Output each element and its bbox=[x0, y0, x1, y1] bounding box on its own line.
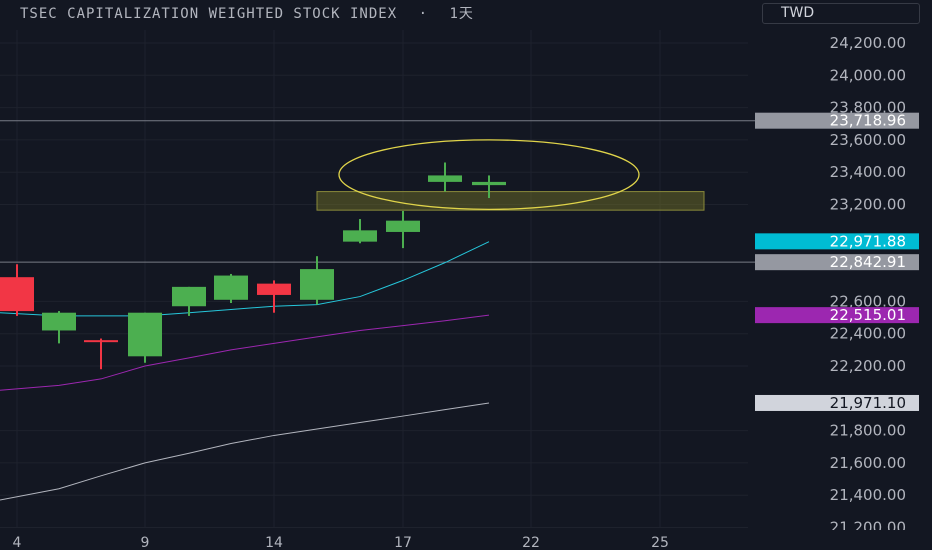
ma-price-badge-label: 22,971.88 bbox=[830, 232, 906, 250]
candle[interactable] bbox=[128, 312, 162, 363]
highlight-zone-layer bbox=[316, 191, 705, 211]
price-tick-label: 24,000.00 bbox=[830, 66, 906, 84]
price-tick-label: 22,200.00 bbox=[830, 357, 906, 375]
price-tick-label: 21,400.00 bbox=[830, 486, 906, 504]
symbol-title: TSEC CAPITALIZATION WEIGHTED STOCK INDEX… bbox=[20, 3, 474, 23]
horizontal-lines-layer bbox=[0, 120, 755, 263]
moving-average-line[interactable] bbox=[0, 241, 490, 317]
ma-price-badge: 22,971.88 bbox=[755, 232, 919, 250]
candle-body bbox=[386, 220, 420, 232]
candle[interactable] bbox=[472, 175, 506, 199]
candle-body bbox=[84, 340, 118, 343]
annotation-layer bbox=[338, 139, 640, 210]
candles-layer bbox=[0, 162, 506, 370]
candle[interactable] bbox=[428, 162, 462, 192]
price-tick-label: 23,800.00 bbox=[830, 99, 906, 117]
price-tick-label: 23,600.00 bbox=[830, 131, 906, 149]
price-tick-label: 23,400.00 bbox=[830, 163, 906, 181]
candle-body bbox=[472, 181, 506, 186]
price-tick-label: 24,200.00 bbox=[830, 34, 906, 52]
candle[interactable] bbox=[214, 273, 248, 304]
time-tick-label: 14 bbox=[265, 535, 283, 550]
ma-price-badge-bg bbox=[755, 233, 919, 250]
line-price-badge-bg bbox=[755, 112, 919, 129]
highlight-zone[interactable] bbox=[316, 191, 705, 211]
price-tick-label: 22,400.00 bbox=[830, 325, 906, 343]
moving-average-line[interactable] bbox=[0, 402, 490, 501]
moving-averages-layer bbox=[0, 241, 490, 501]
candle[interactable] bbox=[386, 210, 420, 249]
price-tick-label: 21,800.00 bbox=[830, 422, 906, 440]
interval-label: 1天 bbox=[449, 6, 474, 22]
chart-grid bbox=[0, 30, 748, 528]
candle-body bbox=[343, 230, 377, 242]
time-tick-label: 25 bbox=[651, 535, 669, 550]
ma-price-badge: 21,971.10 bbox=[755, 394, 919, 412]
line-price-badge: 23,718.96 bbox=[755, 112, 919, 130]
candle[interactable] bbox=[343, 219, 377, 244]
line-price-badge-bg bbox=[755, 254, 919, 271]
candle-body bbox=[300, 269, 334, 300]
candle-body bbox=[0, 277, 34, 312]
time-tick-label: 9 bbox=[141, 535, 150, 550]
line-price-badge-label: 23,718.96 bbox=[830, 112, 906, 130]
candle[interactable] bbox=[0, 264, 34, 316]
candle[interactable] bbox=[42, 311, 76, 344]
time-tick-label: 4 bbox=[13, 535, 22, 550]
ma-price-badge-label: 22,515.01 bbox=[830, 306, 906, 324]
time-axis[interactable]: 4 9 14 17 22 25 bbox=[0, 530, 932, 550]
time-axis-background bbox=[0, 530, 932, 550]
candle-body bbox=[128, 312, 162, 357]
candle-body bbox=[172, 286, 206, 307]
ma-price-badge: 22,515.01 bbox=[755, 306, 919, 324]
price-tick-label: 21,600.00 bbox=[830, 454, 906, 472]
candle-body bbox=[214, 275, 248, 300]
candle-body bbox=[42, 312, 76, 331]
ma-price-badge-label: 21,971.10 bbox=[830, 394, 906, 412]
candle[interactable] bbox=[257, 280, 291, 313]
symbol-name: TSEC CAPITALIZATION WEIGHTED STOCK INDEX bbox=[20, 6, 398, 22]
time-tick-label: 22 bbox=[522, 535, 540, 550]
moving-average-line[interactable] bbox=[0, 314, 490, 391]
line-price-badge-label: 22,842.91 bbox=[830, 253, 906, 271]
title-separator: · bbox=[418, 6, 429, 22]
price-tick-label: 23,200.00 bbox=[830, 196, 906, 214]
currency-selector[interactable]: TWD bbox=[762, 3, 920, 24]
candle[interactable] bbox=[300, 256, 334, 305]
candle-body bbox=[257, 283, 291, 295]
price-axis[interactable]: 24,200.00 24,000.00 23,800.00 23,600.00 23,4… bbox=[755, 28, 932, 550]
candle[interactable] bbox=[84, 338, 118, 370]
line-price-badge: 22,842.91 bbox=[755, 253, 919, 271]
candle[interactable] bbox=[172, 286, 206, 316]
ma-price-badge-bg bbox=[755, 394, 919, 411]
annotation-ellipse[interactable] bbox=[338, 139, 640, 210]
price-tick-label: 22,600.00 bbox=[830, 292, 906, 310]
candle-body bbox=[428, 175, 462, 182]
price-badges-layer: 23,718.96 22,842.91 22,971.88 22,515.01 21,9… bbox=[755, 112, 919, 412]
ma-price-badge-bg bbox=[755, 307, 919, 324]
time-tick-label: 17 bbox=[394, 535, 412, 550]
